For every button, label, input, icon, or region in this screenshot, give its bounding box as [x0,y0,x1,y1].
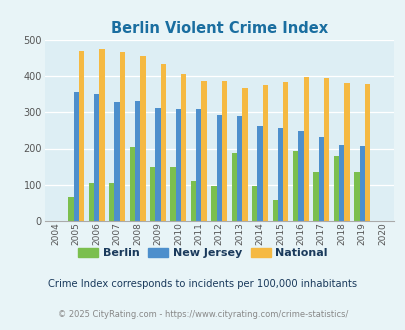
Bar [150,167,155,221]
Bar [359,146,364,221]
Bar [318,137,323,221]
Bar [242,87,247,221]
Bar [119,51,125,221]
Bar [216,115,222,221]
Bar [292,151,298,221]
Bar [231,153,237,221]
Bar [134,101,140,221]
Bar [155,108,160,221]
Bar [323,78,328,221]
Bar [257,126,262,221]
Bar [201,81,206,221]
Bar [181,74,186,221]
Bar [89,183,94,221]
Bar [282,82,288,221]
Bar [160,64,166,221]
Bar [175,109,181,221]
Legend: Berlin, New Jersey, National: Berlin, New Jersey, National [74,243,331,262]
Bar [109,183,114,221]
Bar [303,77,308,221]
Bar [343,83,349,221]
Bar [277,128,282,221]
Bar [237,116,242,221]
Bar [222,81,227,221]
Bar [129,148,134,221]
Bar [190,181,196,221]
Text: © 2025 CityRating.com - https://www.cityrating.com/crime-statistics/: © 2025 CityRating.com - https://www.city… [58,310,347,319]
Text: Crime Index corresponds to incidents per 100,000 inhabitants: Crime Index corresponds to incidents per… [48,279,357,289]
Bar [211,186,216,221]
Bar [364,83,369,221]
Bar [170,167,175,221]
Bar [252,186,257,221]
Bar [333,156,338,221]
Title: Berlin Violent Crime Index: Berlin Violent Crime Index [111,21,327,36]
Bar [114,102,119,221]
Bar [262,84,267,221]
Bar [298,131,303,221]
Bar [196,109,201,221]
Bar [99,49,104,221]
Bar [353,172,359,221]
Bar [79,51,84,221]
Bar [272,200,277,221]
Bar [313,172,318,221]
Bar [338,145,343,221]
Bar [94,94,99,221]
Bar [140,56,145,221]
Bar [68,197,73,221]
Bar [73,92,79,221]
